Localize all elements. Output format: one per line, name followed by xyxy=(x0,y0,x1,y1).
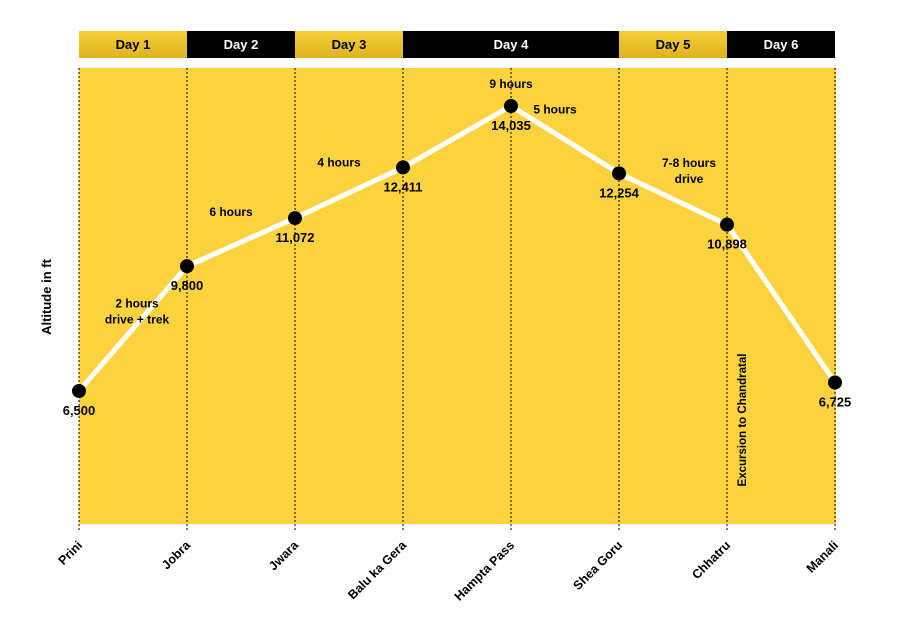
altitude-series-line xyxy=(76,103,838,394)
duration-label: 6 hours xyxy=(209,205,253,219)
day-band-day-6: Day 6 xyxy=(727,31,835,58)
duration-labels: 2 hours drive + trek 6 hours 4 hours 9 hours… xyxy=(105,77,717,327)
separator-lines xyxy=(78,68,836,530)
day-band-day-3-label: Day 3 xyxy=(332,37,367,52)
duration-label: drive xyxy=(675,172,704,186)
data-label: 11,072 xyxy=(275,230,314,245)
day-band-day-2-label: Day 2 xyxy=(224,37,259,52)
data-point xyxy=(396,160,410,175)
x-tick-label: Jwara xyxy=(266,537,302,573)
x-tick-labels: Prini Jobra Jwara Balu ka Gera Hampta Pass Sh… xyxy=(56,537,842,603)
day-band-day-2-fill xyxy=(187,31,295,58)
x-tick-label: Jobra xyxy=(159,537,194,572)
excursion-annotation: Excursion to Chandratal xyxy=(737,354,749,487)
x-tick-label: Prini xyxy=(56,538,86,568)
duration-label: 5 hours xyxy=(533,103,577,117)
day-band-day-1: Day 1 xyxy=(79,31,187,58)
y-axis-label: Altitude in ft xyxy=(39,258,54,334)
day-band-day-3-fill xyxy=(295,31,403,58)
day-band-day-5: Day 5 xyxy=(619,31,727,58)
data-label: 6,500 xyxy=(63,403,96,418)
x-tick-label: Balu ka Gera xyxy=(345,537,410,602)
duration-label: 4 hours xyxy=(317,156,361,170)
day-band-day-4-fill xyxy=(403,31,619,58)
day-band-row: Day 1 Day 2 Day 3 Day 4 Day 5 Day 6 xyxy=(79,31,835,58)
day-band-day-4-label: Day 4 xyxy=(494,37,529,52)
day-band-day-3: Day 3 xyxy=(295,31,403,58)
data-points xyxy=(72,99,842,398)
data-label: 10,898 xyxy=(707,237,747,252)
data-point xyxy=(72,384,86,398)
x-tick-label: Hampta Pass xyxy=(452,538,517,603)
day-band-day-5-label: Day 5 xyxy=(656,37,691,52)
duration-label: 7-8 hours xyxy=(662,156,716,170)
data-label: 9,800 xyxy=(171,278,204,293)
day-band-day-5-fill xyxy=(619,31,727,58)
day-band-day-6-fill xyxy=(727,31,835,58)
data-point xyxy=(504,99,518,113)
data-label: 14,035 xyxy=(491,118,531,133)
data-label: 12,411 xyxy=(383,179,422,194)
day-band-day-2: Day 2 xyxy=(187,31,295,58)
plot-background xyxy=(79,68,836,524)
data-label: 6,725 xyxy=(819,394,852,409)
data-point xyxy=(288,211,302,226)
data-point xyxy=(828,375,842,390)
day-band-day-6-label: Day 6 xyxy=(764,37,799,52)
data-label: 12,254 xyxy=(599,185,640,200)
duration-label: 2 hours xyxy=(115,297,159,311)
x-tick-label: Shea Goru xyxy=(571,538,626,593)
data-point xyxy=(612,166,626,181)
day-band-day-1-fill xyxy=(79,31,187,58)
day-band-day-1-label: Day 1 xyxy=(116,37,151,52)
duration-label: 9 hours xyxy=(489,77,533,91)
data-point xyxy=(180,259,194,274)
x-tick-label: Manali xyxy=(804,538,841,575)
x-tick-label: Chhatru xyxy=(689,538,733,582)
data-labels: 6,500 9,800 11,072 12,411 14,035 12,254 10,898… xyxy=(63,118,852,418)
duration-label: drive + trek xyxy=(105,313,170,327)
data-point xyxy=(720,217,734,232)
day-band-day-4: Day 4 xyxy=(403,31,619,58)
